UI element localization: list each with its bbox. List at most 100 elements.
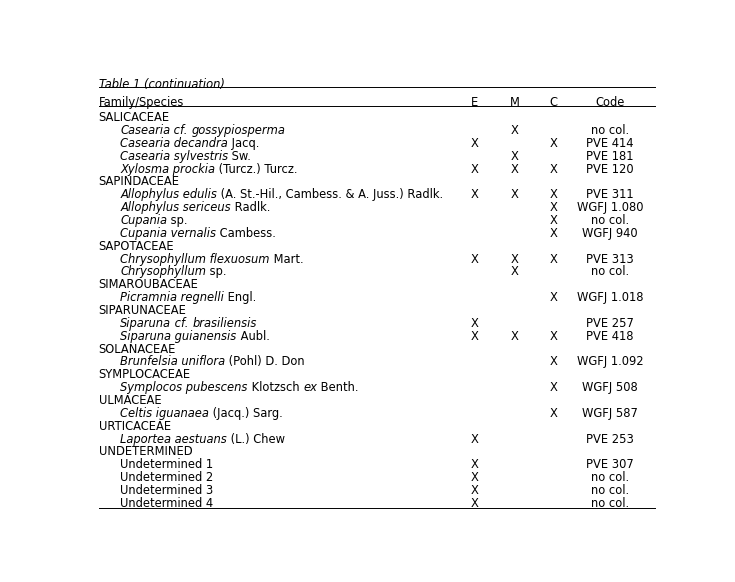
Text: X: X <box>470 317 478 330</box>
Text: (A. St.-Hil., Cambess. & A. Juss.) Radlk.: (A. St.-Hil., Cambess. & A. Juss.) Radlk… <box>218 188 443 201</box>
Text: Chrysophyllum: Chrysophyllum <box>121 265 207 278</box>
Text: sp.: sp. <box>168 214 188 227</box>
Text: C: C <box>549 96 557 109</box>
Text: E: E <box>471 96 478 109</box>
Text: SYMPLOCACEAE: SYMPLOCACEAE <box>98 368 191 381</box>
Text: Code: Code <box>595 96 625 109</box>
Text: Picramnia regnelli: Picramnia regnelli <box>121 291 224 304</box>
Text: X: X <box>511 188 518 201</box>
Text: X: X <box>549 188 557 201</box>
Text: X: X <box>470 432 478 446</box>
Text: PVE 311: PVE 311 <box>587 188 634 201</box>
Text: Allophylus sericeus: Allophylus sericeus <box>121 201 231 214</box>
Text: Celtis iguanaea: Celtis iguanaea <box>121 407 209 420</box>
Text: Table 1 (continuation): Table 1 (continuation) <box>98 78 225 91</box>
Text: X: X <box>549 227 557 240</box>
Text: X: X <box>549 330 557 343</box>
Text: PVE 313: PVE 313 <box>587 253 634 265</box>
Text: Family/Species: Family/Species <box>98 96 184 109</box>
Text: Mart.: Mart. <box>270 253 304 265</box>
Text: no col.: no col. <box>591 265 629 278</box>
Text: WGFJ 1.080: WGFJ 1.080 <box>577 201 643 214</box>
Text: SAPOTACEAE: SAPOTACEAE <box>98 240 174 253</box>
Text: Casearia decandra: Casearia decandra <box>121 137 228 150</box>
Text: sp.: sp. <box>207 265 227 278</box>
Text: Undetermined 2: Undetermined 2 <box>121 471 214 484</box>
Text: no col.: no col. <box>591 484 629 497</box>
Text: X: X <box>549 162 557 176</box>
Text: ULMACEAE: ULMACEAE <box>98 394 162 407</box>
Text: X: X <box>511 330 518 343</box>
Text: SIPARUNACEAE: SIPARUNACEAE <box>98 304 187 317</box>
Text: Benth.: Benth. <box>317 381 359 394</box>
Text: X: X <box>549 407 557 420</box>
Text: X: X <box>549 253 557 265</box>
Text: X: X <box>549 137 557 150</box>
Text: SOLANACEAE: SOLANACEAE <box>98 343 176 356</box>
Text: Radlk.: Radlk. <box>231 201 270 214</box>
Text: WGFJ 508: WGFJ 508 <box>582 381 638 394</box>
Text: X: X <box>511 265 518 278</box>
Text: PVE 307: PVE 307 <box>587 459 634 471</box>
Text: X: X <box>511 124 518 137</box>
Text: cf.: cf. <box>171 317 193 330</box>
Text: Jacq.: Jacq. <box>228 137 259 150</box>
Text: Siparuna guianensis: Siparuna guianensis <box>121 330 237 343</box>
Text: SAPINDACEAE: SAPINDACEAE <box>98 175 180 189</box>
Text: X: X <box>470 253 478 265</box>
Text: X: X <box>470 497 478 510</box>
Text: PVE 120: PVE 120 <box>587 162 634 176</box>
Text: no col.: no col. <box>591 497 629 510</box>
Text: Cupania: Cupania <box>121 214 168 227</box>
Text: ex: ex <box>303 381 317 394</box>
Text: Xylosma prockia: Xylosma prockia <box>121 162 215 176</box>
Text: Symplocos pubescens: Symplocos pubescens <box>121 381 248 394</box>
Text: X: X <box>511 253 518 265</box>
Text: PVE 418: PVE 418 <box>587 330 634 343</box>
Text: Casearia: Casearia <box>121 124 171 137</box>
Text: X: X <box>470 330 478 343</box>
Text: X: X <box>549 356 557 368</box>
Text: Sw.: Sw. <box>229 150 251 162</box>
Text: X: X <box>470 471 478 484</box>
Text: X: X <box>549 381 557 394</box>
Text: X: X <box>511 150 518 162</box>
Text: brasiliensis: brasiliensis <box>193 317 257 330</box>
Text: SALICACEAE: SALICACEAE <box>98 111 170 124</box>
Text: WGFJ 1.018: WGFJ 1.018 <box>577 291 643 304</box>
Text: X: X <box>470 162 478 176</box>
Text: UNDETERMINED: UNDETERMINED <box>98 445 193 459</box>
Text: (Pohl) D. Don: (Pohl) D. Don <box>226 356 305 368</box>
Text: X: X <box>549 214 557 227</box>
Text: X: X <box>470 484 478 497</box>
Text: Klotzsch: Klotzsch <box>248 381 303 394</box>
Text: PVE 414: PVE 414 <box>587 137 634 150</box>
Text: WGFJ 1.092: WGFJ 1.092 <box>577 356 644 368</box>
Text: Brunfelsia uniflora: Brunfelsia uniflora <box>121 356 226 368</box>
Text: Allophylus edulis: Allophylus edulis <box>121 188 218 201</box>
Text: X: X <box>470 137 478 150</box>
Text: WGFJ 587: WGFJ 587 <box>582 407 638 420</box>
Text: Chrysophyllum flexuosum: Chrysophyllum flexuosum <box>121 253 270 265</box>
Text: Engl.: Engl. <box>224 291 257 304</box>
Text: no col.: no col. <box>591 471 629 484</box>
Text: Laportea aestuans: Laportea aestuans <box>121 432 227 446</box>
Text: cf.: cf. <box>171 124 192 137</box>
Text: Cupania vernalis: Cupania vernalis <box>121 227 216 240</box>
Text: Undetermined 1: Undetermined 1 <box>121 459 213 471</box>
Text: X: X <box>511 162 518 176</box>
Text: Casearia sylvestris: Casearia sylvestris <box>121 150 229 162</box>
Text: no col.: no col. <box>591 214 629 227</box>
Text: (Turcz.) Turcz.: (Turcz.) Turcz. <box>215 162 298 176</box>
Text: X: X <box>549 201 557 214</box>
Text: gossypiosperma: gossypiosperma <box>192 124 285 137</box>
Text: X: X <box>549 291 557 304</box>
Text: Siparuna: Siparuna <box>121 317 171 330</box>
Text: SIMAROUBACEAE: SIMAROUBACEAE <box>98 278 198 291</box>
Text: no col.: no col. <box>591 124 629 137</box>
Text: Cambess.: Cambess. <box>216 227 276 240</box>
Text: M: M <box>509 96 520 109</box>
Text: URTICACEAE: URTICACEAE <box>98 420 171 433</box>
Text: X: X <box>470 188 478 201</box>
Text: Undetermined 4: Undetermined 4 <box>121 497 213 510</box>
